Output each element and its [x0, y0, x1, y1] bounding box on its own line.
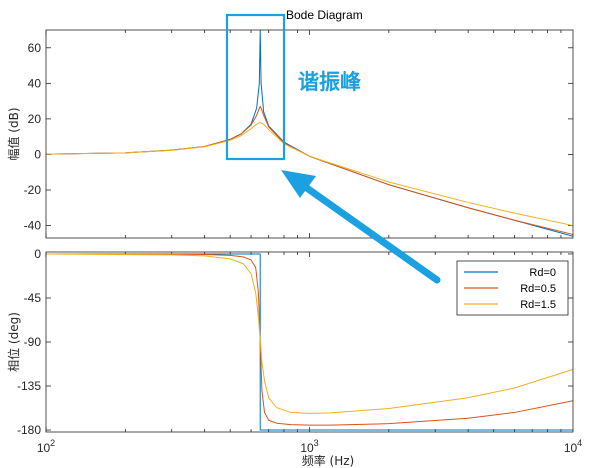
phase-y-tick-label: -45 — [24, 291, 42, 305]
phase-series-line-rd-0-5 — [45, 253, 574, 426]
magnitude-series-line-rd-1-5 — [45, 121, 574, 227]
phase-y-tick-label: -90 — [24, 335, 42, 349]
resonance-arrow-head — [281, 170, 316, 198]
magnitude-tick-group: -40 -20 0 20 40 60 — [24, 30, 573, 238]
x-tick-label: 104 — [564, 438, 582, 455]
phase-y-tick-label: 0 — [34, 247, 41, 261]
legend-label: Rd=0.5 — [520, 283, 556, 295]
magnitude-panel: -40 -20 0 20 40 60 Bode Diagram 幅值 (dB) — [6, 8, 574, 239]
magnitude-y-axis-label: 幅值 (dB) — [6, 107, 21, 160]
phase-y-tick-label: -180 — [17, 423, 41, 437]
resonance-highlight-box — [225, 13, 286, 161]
phase-y-axis-label: 相位 (deg) — [6, 312, 21, 372]
legend-label: Rd=0 — [529, 267, 556, 279]
x-tick-label: 103 — [300, 438, 318, 455]
magnitude-y-tick-label: -20 — [24, 183, 42, 197]
resonance-arrow-shaft — [300, 182, 441, 284]
phase-plot-frame — [45, 251, 574, 433]
phase-y-tick-label: -135 — [17, 379, 41, 393]
legend-label: Rd=1.5 — [520, 299, 556, 311]
magnitude-y-tick-label: 60 — [28, 41, 42, 55]
phase-series-group — [45, 253, 574, 431]
magnitude-y-tick-label: 20 — [28, 112, 42, 126]
x-tick-label-group: 102 103 104 — [37, 438, 582, 455]
chart-title: Bode Diagram — [286, 8, 363, 22]
magnitude-plot-area — [46, 30, 573, 238]
resonance-label: 谐振峰 — [298, 70, 361, 94]
phase-series-line-rd-1-5 — [45, 253, 574, 414]
magnitude-y-tick-label: 40 — [28, 76, 42, 90]
magnitude-y-tick-label: -40 — [24, 219, 42, 233]
magnitude-y-tick-label: 0 — [34, 147, 41, 161]
legend: Rd=0 Rd=0.5 Rd=1.5 — [456, 260, 569, 316]
phase-tick-group: -180 -135 -90 -45 0 — [17, 247, 573, 437]
x-axis-label: 频率 (Hz) — [302, 453, 355, 468]
magnitude-plot-frame — [45, 29, 574, 239]
x-tick-label: 102 — [37, 438, 55, 455]
resonance-annotation: 谐振峰 — [225, 13, 441, 284]
